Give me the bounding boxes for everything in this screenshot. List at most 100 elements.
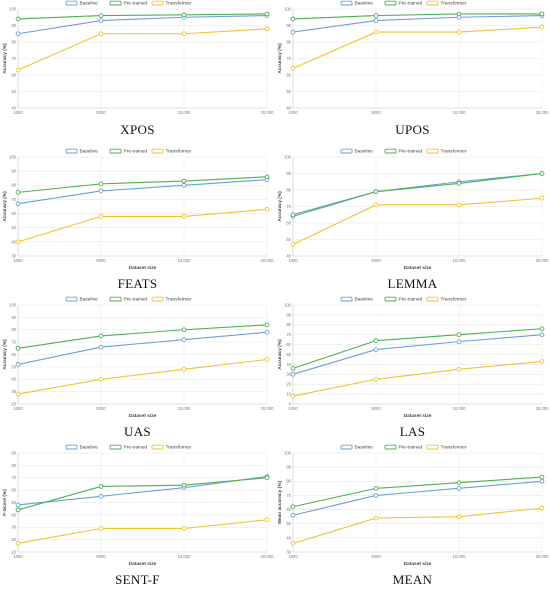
legend-label: Transformer [166, 297, 192, 303]
chart-panel-sent-f: 10 20 30 40 50 60 70 80 90 1000 5000 10,000 20,000 F-… [0, 444, 275, 592]
series-line-transformer [292, 507, 543, 545]
y-tick-label: 80 [286, 187, 291, 192]
data-point [181, 178, 187, 184]
y-tick-label: 100 [284, 302, 292, 307]
data-point [456, 339, 462, 344]
chart-svg: 40 50 60 70 80 90 100 1000 5000 10,000 20,000 Accur… [277, 148, 549, 271]
y-tick-label: 90 [286, 465, 291, 470]
data-point [15, 507, 21, 513]
y-tick-label: 100 [284, 6, 292, 11]
legend-label: Transformer [166, 1, 192, 7]
y-tick-label: 20 [11, 537, 16, 542]
data-point [539, 332, 545, 338]
data-point [539, 474, 545, 480]
y-tick-label: 70 [286, 56, 291, 61]
series-line-transformer [17, 28, 268, 71]
series-line-baseline [292, 172, 543, 217]
data-point [15, 190, 21, 195]
data-point [181, 526, 187, 531]
series-line-baseline [292, 480, 543, 516]
legend-label: Baseline [80, 297, 99, 303]
y-tick-label: 100 [284, 450, 292, 455]
data-point [290, 504, 296, 510]
data-point [15, 540, 21, 546]
chart-caption: LEMMA [387, 276, 438, 291]
data-point [15, 391, 21, 397]
y-axis-label: Accuracy (%) [2, 43, 8, 74]
data-point [290, 16, 296, 22]
x-tick-label: 10,000 [453, 554, 466, 559]
y-tick-label: 40 [11, 512, 16, 517]
legend-swatch [65, 444, 78, 450]
legend-label: Pre-trained [124, 297, 148, 303]
y-axis-label: F-Score (%) [2, 489, 8, 516]
chart-svg: 40 50 60 70 80 90 100 1000 5000 10,000 20,000 Accur… [2, 1, 274, 115]
y-axis-label: Accuracy (%) [2, 191, 8, 222]
y-tick-label: 100 [9, 6, 17, 11]
legend-swatch [384, 296, 397, 302]
x-tick-label: 20,000 [536, 554, 549, 559]
y-tick-label: 90 [11, 169, 16, 174]
data-point [181, 214, 187, 219]
x-axis-label: Dataset size [404, 413, 432, 419]
chart-svg: 10 20 30 40 50 60 70 80 90 1000 5000 10,000 20,000 F-… [2, 444, 274, 567]
chart-svg: 30 40 50 60 70 80 90 100 1000 5000 10,000 20,000 Mea… [277, 444, 549, 567]
data-point [15, 502, 21, 508]
legend-swatch [340, 148, 353, 154]
y-tick-label: 60 [11, 72, 16, 77]
data-point [539, 505, 545, 511]
legend-swatch [426, 296, 439, 302]
data-point [98, 493, 104, 499]
y-tick-label: 100 [9, 154, 17, 159]
legend-label: Transformer [441, 149, 467, 155]
chart-caption: SENT-F [115, 572, 160, 587]
x-tick-label: 20,000 [536, 406, 549, 411]
x-tick-label: 5000 [371, 554, 381, 559]
y-tick-label: 0 [289, 401, 292, 406]
series-line-pre-trained [17, 176, 268, 193]
y-tick-label: 70 [11, 475, 16, 480]
data-point [98, 13, 104, 18]
legend-label: Pre-trained [124, 1, 148, 7]
legend-swatch [65, 296, 78, 302]
legend-swatch [426, 444, 439, 450]
x-tick-label: 20,000 [261, 406, 274, 411]
data-point [98, 18, 104, 23]
legend-label: Pre-trained [124, 445, 148, 451]
data-point [456, 480, 462, 486]
y-tick-label: 50 [11, 500, 16, 505]
legend-label: Pre-trained [399, 149, 423, 155]
chart-svg: 40 50 60 70 80 90 100 1000 5000 10,000 20,000 Accur… [277, 0, 549, 115]
series-line-transformer [292, 26, 543, 69]
y-tick-label: 50 [286, 237, 291, 242]
y-tick-label: 40 [286, 105, 291, 110]
y-tick-label: 60 [11, 352, 16, 357]
x-tick-label: 10,000 [453, 406, 466, 411]
data-point [456, 11, 462, 17]
y-tick-label: 90 [11, 315, 16, 320]
legend-label: Transformer [441, 297, 467, 303]
series-line-baseline [17, 475, 268, 506]
data-point [456, 29, 462, 35]
data-point [290, 512, 296, 518]
data-point [290, 393, 296, 399]
y-tick-label: 80 [11, 327, 16, 332]
data-point [456, 332, 462, 338]
x-tick-label: 1000 [288, 110, 298, 115]
x-tick-label: 20,000 [536, 258, 549, 263]
y-tick-label: 50 [286, 521, 291, 526]
data-point [290, 242, 296, 247]
y-tick-label: 90 [11, 23, 16, 28]
y-tick-label: 70 [286, 204, 291, 209]
data-point [539, 326, 545, 332]
y-tick-label: 100 [9, 302, 17, 307]
legend-swatch [384, 0, 397, 6]
y-tick-label: 20 [11, 401, 16, 406]
chart-panel-uas: 20 30 40 50 60 70 80 90 100 1000 5000 10,000 20,000 A… [0, 296, 275, 444]
data-point [98, 214, 104, 219]
legend-swatch [109, 148, 122, 154]
data-point [181, 337, 187, 342]
x-tick-label: 10,000 [453, 258, 466, 263]
y-tick-label: 80 [286, 322, 291, 327]
legend-label: Baseline [80, 149, 99, 155]
